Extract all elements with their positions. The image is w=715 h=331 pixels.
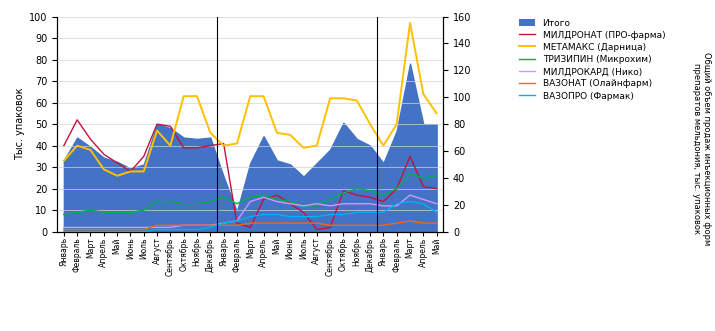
Y-axis label: Тыс. упаковок: Тыс. упаковок: [15, 88, 25, 161]
Text: Общий объем продаж инъекционных форм
препаратов мельдония, тыс. упаковок: Общий объем продаж инъекционных форм пре…: [692, 52, 711, 246]
Legend: Итого, МИЛДРОНАТ (ПРО-фарма), МЕТАМАКС (Дарница), ТРИЗИПИН (Микрохим), МИЛДРОКАР: Итого, МИЛДРОНАТ (ПРО-фарма), МЕТАМАКС (…: [518, 17, 667, 102]
